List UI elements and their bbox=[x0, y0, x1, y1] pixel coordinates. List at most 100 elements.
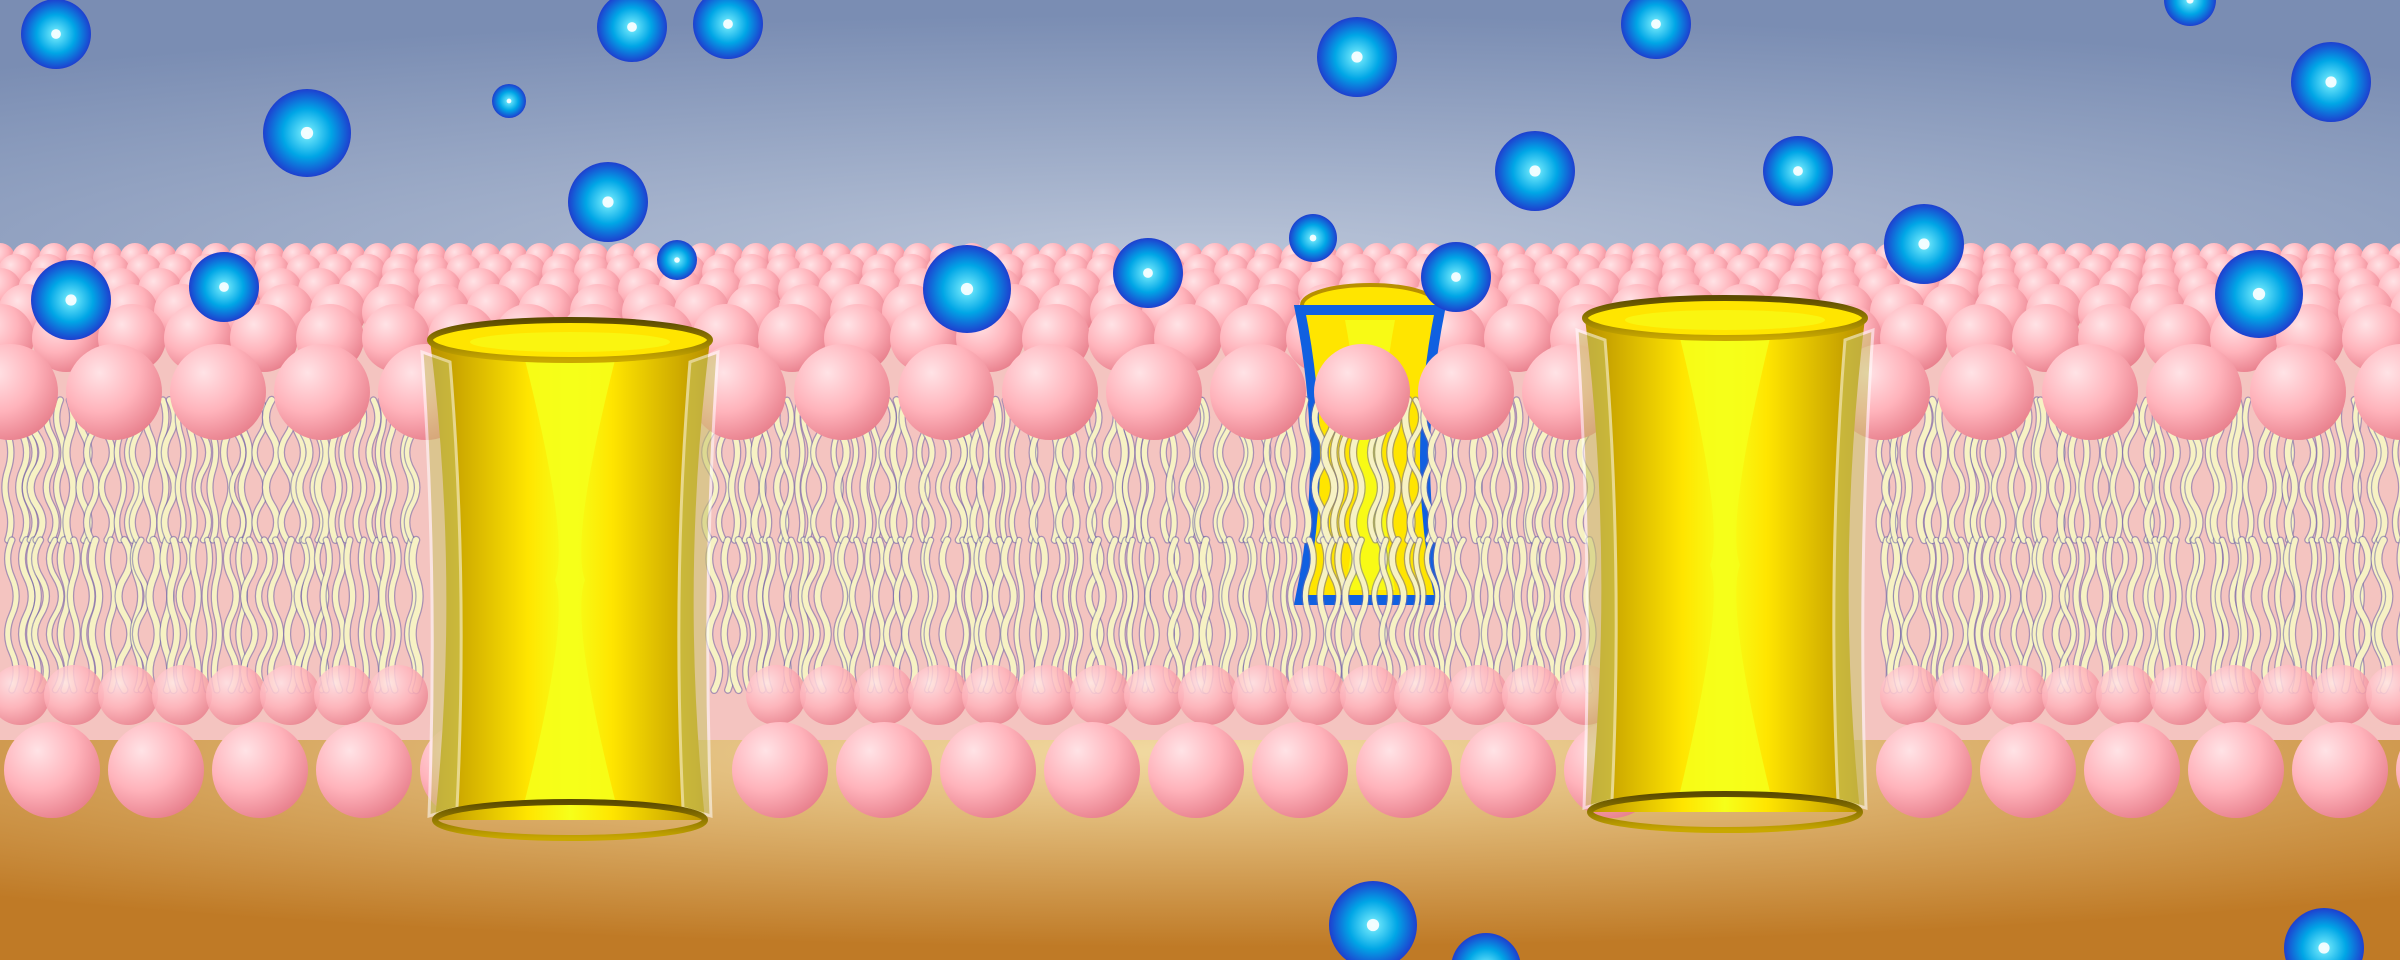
lipid-head bbox=[1356, 722, 1452, 818]
ion-highlight bbox=[219, 282, 229, 292]
lipid-tail bbox=[1405, 537, 1420, 693]
lipid-tail bbox=[344, 537, 356, 693]
ion-sphere bbox=[2215, 250, 2303, 338]
lipid-tail bbox=[1514, 537, 1527, 693]
lipid-tail bbox=[1995, 537, 2011, 693]
lipid-tail bbox=[19, 537, 35, 693]
lipid-head bbox=[2042, 344, 2138, 440]
lipid-tail bbox=[32, 537, 49, 693]
lipid-head bbox=[314, 665, 374, 725]
lipid-head bbox=[1876, 722, 1972, 818]
lipid-head bbox=[1016, 665, 1076, 725]
lipid-tail bbox=[2059, 537, 2076, 693]
lipid-tail bbox=[1424, 537, 1440, 693]
lipid-head bbox=[898, 344, 994, 440]
ion-highlight bbox=[627, 22, 637, 32]
lipid-tail bbox=[211, 537, 222, 693]
lipid-tail bbox=[1968, 537, 1981, 693]
lipid-tail bbox=[1494, 537, 1508, 693]
lipid-tail bbox=[2353, 537, 2372, 693]
lipid-tail bbox=[161, 397, 178, 543]
lipid-tail bbox=[834, 537, 848, 693]
lipid-tail bbox=[1086, 397, 1102, 543]
ion-channel bbox=[420, 317, 720, 841]
lipid-tail bbox=[175, 397, 186, 543]
lipid-head bbox=[1070, 665, 1130, 725]
lipid-tail bbox=[1222, 537, 1237, 693]
lipid-head bbox=[836, 722, 932, 818]
lipid-tail bbox=[899, 397, 913, 543]
lipid-head bbox=[66, 344, 162, 440]
lipid-tail bbox=[1145, 537, 1159, 693]
lipid-tail bbox=[2232, 397, 2243, 543]
lipid-head bbox=[274, 344, 370, 440]
lipid-tail bbox=[320, 537, 332, 693]
lipid-tail bbox=[1014, 537, 1024, 693]
lipid-tail bbox=[2275, 537, 2286, 693]
lipid-tail bbox=[1107, 537, 1123, 693]
lipid-tail bbox=[133, 537, 150, 693]
lipid-head bbox=[1148, 722, 1244, 818]
lipid-tail bbox=[1281, 537, 1292, 693]
lipid-head bbox=[758, 304, 826, 372]
channel-top-opening bbox=[1625, 310, 1825, 330]
lipid-tail bbox=[2154, 397, 2165, 543]
lipid-tail bbox=[27, 537, 41, 693]
lipid-tail bbox=[1195, 397, 1209, 543]
lipid-tail bbox=[202, 537, 212, 693]
ion-highlight bbox=[51, 29, 61, 39]
lipid-tail bbox=[2316, 537, 2327, 693]
lipid-head bbox=[1394, 665, 1454, 725]
lipid-tail bbox=[1299, 397, 1312, 543]
lipid-tail bbox=[2339, 537, 2351, 693]
lipid-head bbox=[2150, 665, 2210, 725]
lipid-tail bbox=[2353, 397, 2364, 543]
lipid-head bbox=[368, 665, 428, 725]
ion-highlight bbox=[1451, 272, 1461, 282]
lipid-head bbox=[1880, 665, 1940, 725]
lipid-head bbox=[2042, 665, 2102, 725]
lipid-tail bbox=[921, 537, 934, 693]
lipid-head bbox=[2396, 750, 2400, 790]
lipid-tail bbox=[1481, 537, 1494, 693]
lipid-tail bbox=[979, 537, 995, 693]
lipid-head bbox=[1980, 722, 2076, 818]
lipid-tail bbox=[2244, 537, 2260, 693]
lipid-tail bbox=[780, 397, 794, 543]
lipid-tail bbox=[1931, 537, 1941, 693]
lipid-tail bbox=[1387, 397, 1401, 543]
lipid-tail bbox=[294, 537, 311, 693]
lipid-tail bbox=[1502, 397, 1515, 543]
lipid-tail bbox=[63, 397, 77, 543]
ion-sphere bbox=[1329, 881, 1417, 960]
ion-sphere bbox=[492, 84, 526, 118]
lipid-head bbox=[316, 722, 412, 818]
ion-highlight bbox=[506, 98, 512, 104]
lipid-head bbox=[2188, 722, 2284, 818]
ion-body bbox=[1621, 0, 1691, 59]
ion-body bbox=[1451, 933, 1521, 960]
lipid-tail bbox=[763, 537, 776, 693]
lipid-tail bbox=[1354, 537, 1369, 693]
lipid-tail bbox=[1564, 537, 1581, 693]
lipid-tail bbox=[1063, 537, 1075, 693]
lipid-head bbox=[962, 665, 1022, 725]
lipid-tail bbox=[1530, 537, 1545, 693]
lipid-tail bbox=[795, 397, 805, 543]
ion-sphere bbox=[1421, 242, 1491, 312]
ion-highlight bbox=[300, 126, 314, 140]
lipid-tail bbox=[379, 537, 391, 693]
lipid-tail bbox=[1243, 537, 1257, 693]
lipid-head bbox=[908, 665, 968, 725]
lipid-tail bbox=[902, 537, 918, 693]
ion-highlight bbox=[1309, 234, 1317, 242]
lipid-tail bbox=[409, 537, 423, 693]
lipid-head bbox=[1460, 722, 1556, 818]
ion-sphere bbox=[923, 245, 1011, 333]
lipid-tail bbox=[224, 537, 239, 693]
lipid-head bbox=[1252, 722, 1348, 818]
ion-sphere bbox=[1289, 214, 1337, 262]
outer-leaflet-back-rows bbox=[0, 243, 2400, 372]
lipid-tail bbox=[105, 537, 117, 693]
